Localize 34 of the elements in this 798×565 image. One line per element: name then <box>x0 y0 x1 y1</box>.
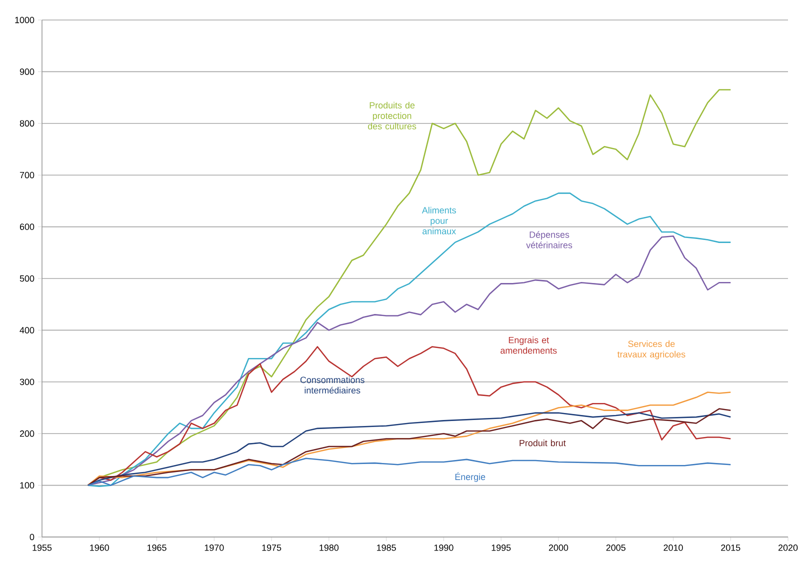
y-tick-label: 100 <box>20 482 34 488</box>
y-tick-label: 500 <box>20 275 34 282</box>
y-tick-label: 600 <box>20 224 34 230</box>
x-tick-label: 1980 <box>320 544 339 551</box>
y-tick-label: 1000 <box>15 16 34 24</box>
x-tick-label: 1975 <box>262 544 282 551</box>
y-tick-label: 700 <box>20 172 34 178</box>
text: Dépenses vétérinaires <box>526 231 572 248</box>
y-tick-label: 900 <box>20 68 34 75</box>
y-tick-label: 0 <box>30 534 34 540</box>
x-tick-label: 1955 <box>32 544 52 551</box>
y-tick-label: 800 <box>20 120 34 127</box>
x-tick-label: 2005 <box>606 544 626 551</box>
line-series <box>87 458 732 486</box>
x-tick-label: 2015 <box>721 544 740 551</box>
x-tick-label: 1990 <box>434 544 454 551</box>
series-label: Énergie <box>455 472 486 482</box>
x-tick-label: 2020 <box>778 544 798 551</box>
text: Engrais et amendements <box>500 336 557 354</box>
x-tick-label: 2000 <box>548 544 568 551</box>
x-tick-label: 1985 <box>377 544 396 551</box>
x-tick-label: 1995 <box>492 544 511 551</box>
x-tick-label: 2010 <box>664 544 683 551</box>
x-tick-label: 1965 <box>147 544 166 551</box>
y-tick-label: 400 <box>20 327 34 334</box>
x-tick-label: 1970 <box>204 544 224 551</box>
x-tick-label: 1960 <box>90 544 110 551</box>
series-label: Produits de protection des cultures <box>368 102 416 130</box>
y-tick-label: 200 <box>20 430 34 437</box>
text: Consommations intermédiaires <box>300 376 364 394</box>
series-label: Produit brut <box>520 440 566 446</box>
series-label: Aliments pour animaux <box>422 206 456 234</box>
y-tick-label: 300 <box>20 378 34 386</box>
text: Services de travaux agricoles <box>617 340 686 360</box>
